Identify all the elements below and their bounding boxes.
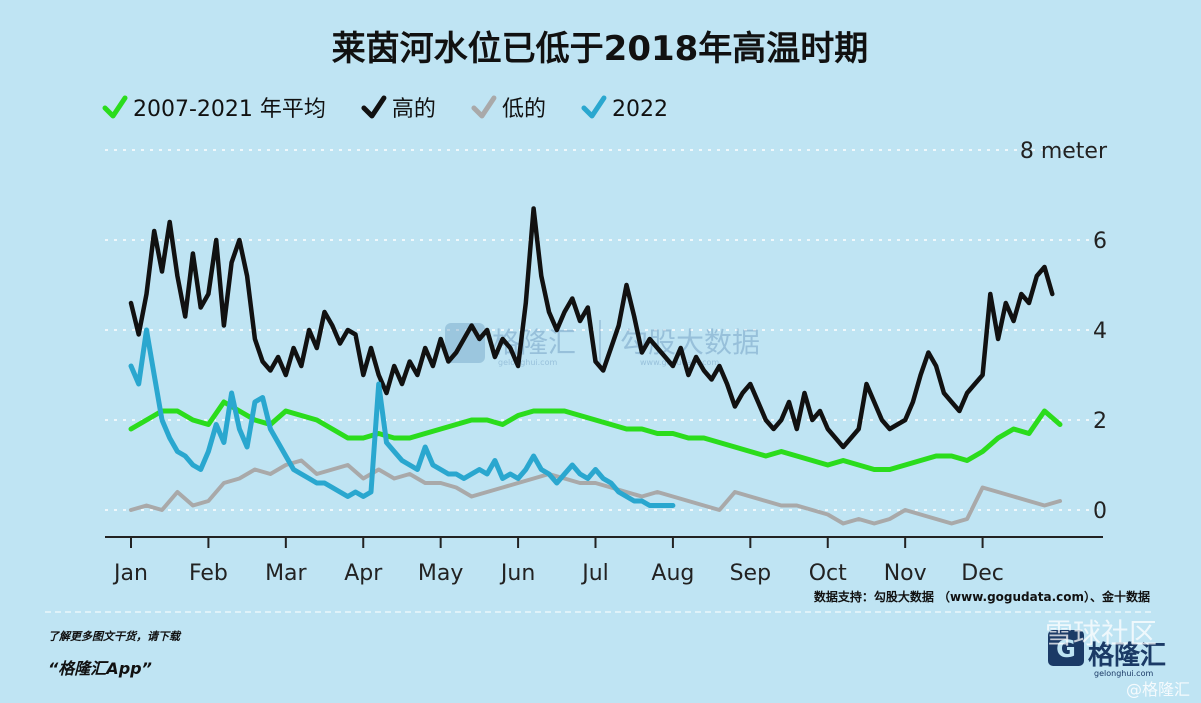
x-tick-label-Jul: Jul	[580, 561, 609, 586]
legend-label-3: 2022	[612, 97, 668, 122]
x-tick-label-Jan: Jan	[112, 561, 148, 586]
footer-prompt: 了解更多图文干货，请下载	[48, 630, 180, 643]
y-tick-label-4: 4	[1093, 319, 1107, 344]
series-line-1	[128, 206, 1055, 450]
x-tick-label-Nov: Nov	[884, 561, 927, 586]
y-tick-label-2: 2	[1093, 409, 1107, 434]
series-line-2	[129, 458, 1062, 526]
chart-title: 莱茵河水位已低于2018年高温时期	[332, 29, 869, 69]
legend-swatch-0	[102, 95, 128, 119]
x-tick-label-Oct: Oct	[809, 561, 847, 586]
bottom-right-watermark: G 格隆汇 gelonghui.com 雪球社区 @格隆汇	[1045, 617, 1190, 699]
legend-label-0: 2007-2021 年平均	[133, 97, 326, 122]
x-axis-ticks	[130, 537, 984, 548]
corner-logo-letter-icon: G	[1056, 635, 1076, 663]
legend-swatch-2	[471, 95, 497, 119]
watermark-brand-url: gelonghui.com	[498, 358, 557, 367]
footer-app-name: “格隆汇App”	[48, 659, 152, 678]
x-tick-label-Jun: Jun	[499, 561, 535, 586]
gelonghui-corner-logo-icon	[1048, 630, 1084, 666]
y-tick-label-0: 0	[1093, 499, 1107, 524]
x-axis-labels: Jan Feb Mar Apr May Jun Jul Aug Sep Oct Nov Dec	[112, 561, 1004, 586]
x-tick-label-Aug: Aug	[651, 561, 694, 586]
series-line-0	[128, 399, 1063, 472]
x-tick-label-Sep: Sep	[730, 561, 771, 586]
y-tick-label-6: 6	[1093, 229, 1107, 254]
legend: 2007-2021 年平均 高的 低的 2022	[102, 95, 668, 122]
x-tick-label-Mar: Mar	[265, 561, 307, 586]
corner-tag: @格隆汇	[1126, 680, 1190, 699]
watermark-data-url: www.gogudata.com	[640, 358, 719, 367]
legend-label-1: 高的	[392, 97, 436, 122]
corner-brand-url: gelonghui.com	[1094, 669, 1153, 678]
x-tick-label-Feb: Feb	[189, 561, 228, 586]
corner-community: 雪球社区	[1045, 617, 1157, 650]
x-tick-label-May: May	[418, 561, 463, 586]
corner-brand: 格隆汇	[1088, 640, 1166, 671]
y-axis-labels: 0 2 4 6	[1093, 229, 1107, 524]
y-axis-unit-label: 8 meter	[1020, 139, 1108, 164]
series-layer	[128, 206, 1063, 526]
series-line-3	[128, 327, 676, 508]
source-note: 数据支持：勾股大数据 （www.gogudata.com）、金十数据	[814, 589, 1150, 604]
legend-label-2: 低的	[502, 97, 546, 122]
x-tick-label-Dec: Dec	[961, 561, 1004, 586]
x-tick-label-Apr: Apr	[344, 561, 383, 586]
legend-swatch-3	[581, 95, 607, 119]
legend-swatch-1	[361, 95, 387, 119]
